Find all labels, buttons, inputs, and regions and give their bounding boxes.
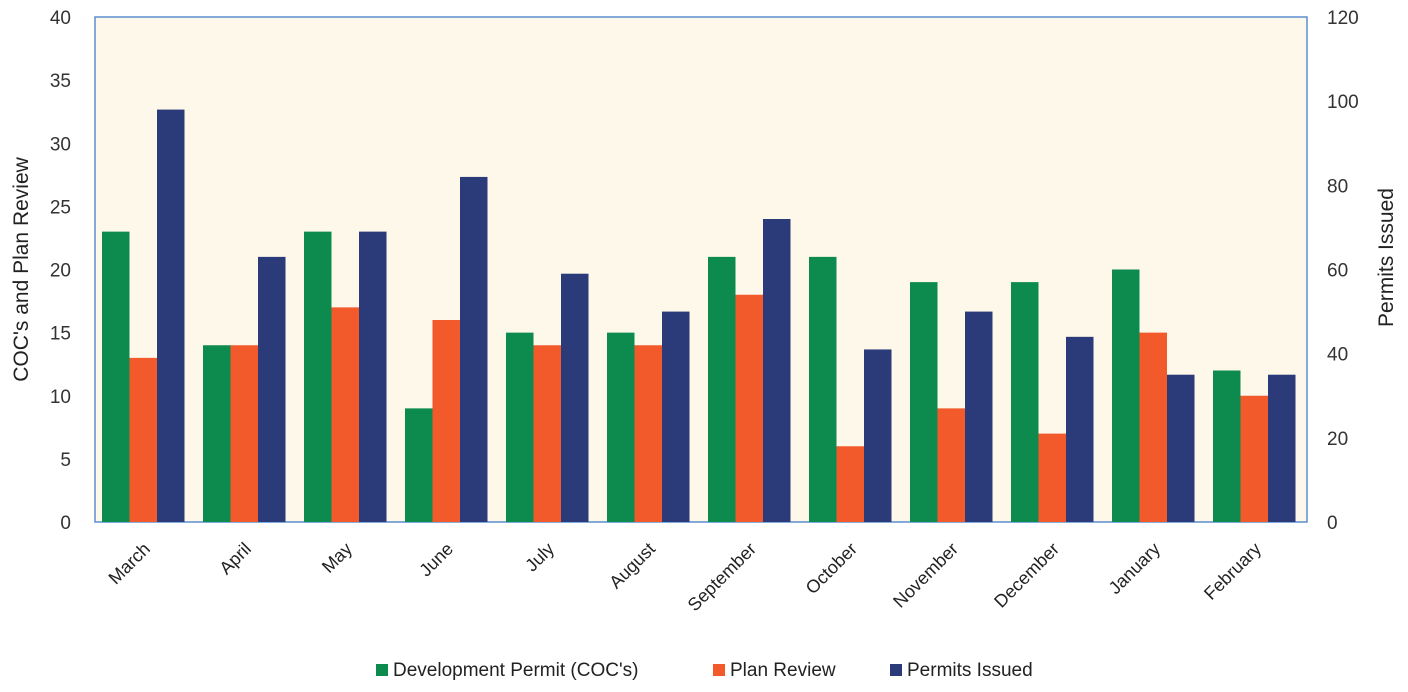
category-label: February bbox=[1200, 539, 1265, 604]
category-label: January bbox=[1105, 539, 1164, 598]
bar-development-permit-coc-s-may bbox=[304, 231, 332, 522]
category-label: April bbox=[215, 539, 255, 579]
bar-plan-review-october bbox=[836, 446, 864, 522]
bar-permits-issued-november bbox=[965, 311, 993, 522]
bar-development-permit-coc-s-november bbox=[910, 282, 938, 522]
left-tick-label: 10 bbox=[50, 387, 71, 408]
legend-swatch bbox=[890, 664, 902, 676]
right-tick-label: 20 bbox=[1327, 429, 1348, 450]
bar-plan-review-december bbox=[1038, 433, 1066, 522]
bar-plan-review-april bbox=[230, 345, 258, 522]
left-tick-label: 30 bbox=[50, 134, 71, 155]
bar-development-permit-coc-s-february bbox=[1213, 370, 1241, 522]
bar-development-permit-coc-s-june bbox=[405, 408, 433, 522]
bar-plan-review-may bbox=[331, 307, 359, 522]
legend-label: Permits Issued bbox=[907, 660, 1033, 681]
bar-development-permit-coc-s-july bbox=[506, 332, 534, 522]
bar-permits-issued-december bbox=[1066, 336, 1094, 522]
bar-plan-review-november bbox=[937, 408, 965, 522]
bar-development-permit-coc-s-december bbox=[1011, 282, 1039, 522]
bar-permits-issued-january bbox=[1167, 374, 1195, 522]
bar-plan-review-february bbox=[1240, 395, 1268, 522]
left-tick-label: 25 bbox=[50, 197, 71, 218]
category-label: July bbox=[521, 539, 558, 576]
left-tick-label: 40 bbox=[50, 8, 71, 29]
left-tick-label: 5 bbox=[60, 450, 71, 471]
bar-permits-issued-october bbox=[864, 349, 892, 522]
bar-permits-issued-may bbox=[359, 231, 387, 522]
bar-plan-review-august bbox=[634, 345, 662, 522]
bar-plan-review-january bbox=[1139, 332, 1167, 522]
legend-label: Development Permit (COC's) bbox=[393, 660, 638, 681]
bar-plan-review-march bbox=[129, 357, 157, 522]
bar-development-permit-coc-s-march bbox=[102, 231, 130, 522]
bar-permits-issued-march bbox=[157, 109, 185, 522]
bar-permits-issued-july bbox=[561, 273, 589, 522]
category-label: June bbox=[415, 539, 457, 581]
legend-swatch bbox=[713, 664, 725, 676]
right-tick-label: 60 bbox=[1327, 261, 1348, 282]
category-label: August bbox=[605, 539, 659, 593]
right-axis: 0 20 40 60 80 100 120 bbox=[1327, 8, 1359, 534]
category-label: September bbox=[684, 539, 760, 615]
legend: Development Permit (COC's) Plan Review Per… bbox=[376, 660, 1033, 681]
bar-development-permit-coc-s-august bbox=[607, 332, 635, 522]
right-tick-label: 120 bbox=[1327, 8, 1359, 29]
bars bbox=[102, 109, 1296, 522]
bar-permits-issued-june bbox=[460, 176, 488, 522]
bar-development-permit-coc-s-april bbox=[203, 345, 231, 522]
bar-development-permit-coc-s-january bbox=[1112, 269, 1140, 522]
right-tick-label: 40 bbox=[1327, 345, 1348, 366]
bar-plan-review-july bbox=[533, 345, 561, 522]
legend-label: Plan Review bbox=[730, 660, 836, 681]
category-label: May bbox=[318, 539, 356, 577]
left-axis: 0 5 10 15 20 25 30 35 40 bbox=[50, 8, 71, 534]
left-axis-title: COC's and Plan Review bbox=[10, 156, 33, 381]
category-label: October bbox=[802, 539, 861, 598]
left-tick-label: 35 bbox=[50, 71, 71, 92]
left-tick-label: 15 bbox=[50, 324, 71, 345]
category-label: March bbox=[105, 539, 155, 589]
bar-development-permit-coc-s-october bbox=[809, 256, 837, 522]
bar-permits-issued-february bbox=[1268, 374, 1296, 522]
category-label: November bbox=[889, 539, 962, 612]
right-axis-title: Permits Issued bbox=[1375, 188, 1398, 327]
category-label: December bbox=[990, 539, 1063, 612]
bar-permits-issued-september bbox=[763, 219, 791, 522]
left-tick-label: 0 bbox=[60, 513, 71, 534]
plot-area bbox=[94, 16, 1308, 523]
bar-plan-review-june bbox=[432, 320, 460, 522]
right-tick-label: 100 bbox=[1327, 92, 1359, 113]
right-tick-label: 80 bbox=[1327, 176, 1348, 197]
bar-development-permit-coc-s-september bbox=[708, 256, 736, 522]
category-axis: March April May June July August September Octo… bbox=[105, 539, 1266, 615]
bar-permits-issued-august bbox=[662, 311, 690, 522]
legend-swatch bbox=[376, 664, 388, 676]
bar-plan-review-september bbox=[735, 294, 763, 522]
right-tick-label: 0 bbox=[1327, 513, 1338, 534]
bar-permits-issued-april bbox=[258, 256, 286, 522]
left-tick-label: 20 bbox=[50, 261, 71, 282]
